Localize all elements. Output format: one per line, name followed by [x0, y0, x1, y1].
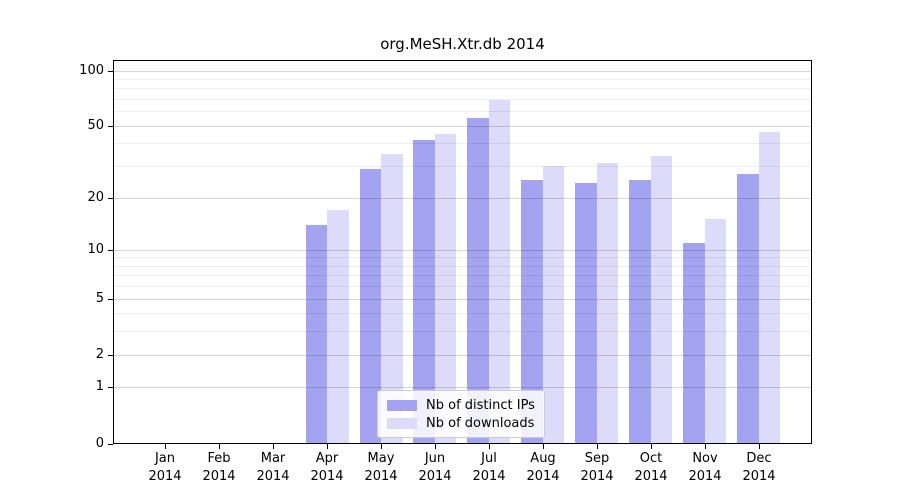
bar-sep-distinct-ips: [575, 183, 597, 443]
x-tick-label-mar: Mar 2014: [256, 451, 290, 484]
x-tick-mar: [273, 444, 274, 449]
plot-area: [113, 60, 812, 444]
y-tick-label-5: 5: [95, 291, 104, 306]
x-tick-label-dec: Dec 2014: [742, 451, 776, 484]
bar-nov-downloads: [704, 219, 727, 443]
legend-swatch-distinct-ips: [387, 399, 417, 411]
legend-swatch-downloads: [387, 417, 417, 429]
x-tick-label-apr: Apr 2014: [310, 451, 344, 484]
y-tick-0: [108, 444, 113, 445]
bar-apr-distinct-ips: [305, 224, 328, 443]
bars-layer: [114, 61, 811, 443]
x-tick-label-feb: Feb 2014: [202, 451, 236, 484]
x-tick-label-jun: Jun 2014: [418, 451, 452, 484]
bar-sep-downloads: [596, 163, 619, 443]
y-tick-1: [108, 387, 113, 388]
legend-label-downloads: Nb of downloads: [426, 415, 535, 431]
y-tick-100: [108, 71, 113, 72]
x-tick-aug: [543, 444, 544, 449]
x-tick-oct: [651, 444, 652, 449]
x-tick-label-sep: Sep 2014: [580, 451, 614, 484]
x-tick-label-may: May 2014: [364, 451, 398, 484]
bar-dec-downloads: [758, 132, 781, 443]
bar-nov-distinct-ips: [683, 242, 705, 443]
y-tick-label-0: 0: [95, 436, 104, 451]
bar-jun-downloads: [434, 134, 457, 443]
x-tick-feb: [219, 444, 220, 449]
x-tick-label-jan: Jan 2014: [148, 451, 182, 484]
x-tick-sep: [597, 444, 598, 449]
bar-may-distinct-ips: [359, 168, 382, 443]
y-tick-2: [108, 355, 113, 356]
y-tick-label-10: 10: [87, 242, 104, 257]
x-tick-dec: [759, 444, 760, 449]
x-tick-label-oct: Oct 2014: [634, 451, 668, 484]
x-tick-jun: [435, 444, 436, 449]
legend-item-downloads: Nb of downloads: [387, 415, 535, 431]
bar-jul-distinct-ips: [467, 118, 489, 443]
legend-label-distinct-ips: Nb of distinct IPs: [426, 397, 535, 413]
chart-title: org.MeSH.Xtr.db 2014: [380, 35, 545, 53]
y-tick-label-50: 50: [87, 118, 104, 133]
x-tick-nov: [705, 444, 706, 449]
x-tick-apr: [327, 444, 328, 449]
bar-oct-distinct-ips: [629, 180, 651, 443]
bar-jul-downloads: [488, 100, 511, 443]
legend-item-distinct-ips: Nb of distinct IPs: [387, 397, 535, 413]
x-tick-label-jul: Jul 2014: [472, 451, 506, 484]
x-tick-jul: [489, 444, 490, 449]
x-tick-label-aug: Aug 2014: [526, 451, 560, 484]
y-tick-label-1: 1: [95, 379, 104, 394]
y-tick-50: [108, 126, 113, 127]
x-tick-jan: [165, 444, 166, 449]
y-tick-label-2: 2: [95, 347, 104, 362]
bar-may-downloads: [381, 153, 403, 443]
y-tick-5: [108, 299, 113, 300]
legend: Nb of distinct IPs Nb of downloads: [377, 390, 545, 438]
x-tick-label-nov: Nov 2014: [688, 451, 722, 484]
bar-aug-distinct-ips: [521, 180, 543, 443]
bar-oct-downloads: [650, 156, 673, 443]
bar-dec-distinct-ips: [737, 174, 759, 443]
y-tick-label-100: 100: [79, 63, 104, 78]
bar-jun-distinct-ips: [413, 139, 435, 443]
y-tick-10: [108, 250, 113, 251]
y-tick-20: [108, 198, 113, 199]
y-tick-label-20: 20: [87, 190, 104, 205]
x-tick-may: [381, 444, 382, 449]
bar-aug-downloads: [542, 166, 565, 443]
bar-apr-downloads: [327, 209, 349, 443]
